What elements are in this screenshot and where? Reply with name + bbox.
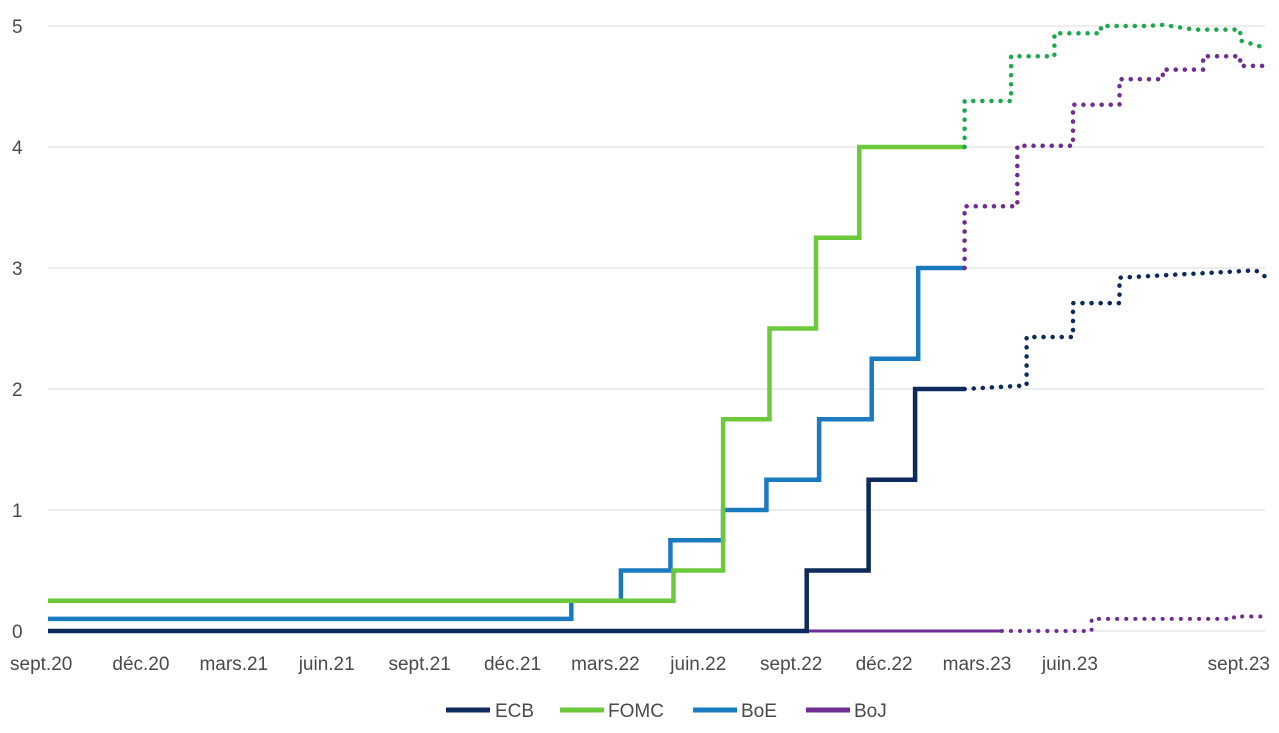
series-ecb-line xyxy=(48,386,965,634)
legend-label-boj: BoJ xyxy=(854,701,887,722)
x-tick-label-1: déc.20 xyxy=(112,654,169,675)
x-tick-label-8: sept.22 xyxy=(760,654,822,675)
x-tick-label-2: mars.21 xyxy=(199,654,268,675)
y-tick-label-3: 3 xyxy=(12,259,23,280)
y-tick-label-0: 0 xyxy=(12,622,23,643)
x-tick-label-6: mars.22 xyxy=(571,654,640,675)
y-tick-label-5: 5 xyxy=(12,17,23,38)
series-boj-forecast-line xyxy=(962,54,1268,271)
x-tick-label-4: sept.21 xyxy=(388,654,450,675)
x-tick-label-3: juin.21 xyxy=(298,654,355,675)
x-tick-label-12: sept.23 xyxy=(1208,654,1270,675)
x-tick-label-10: mars.23 xyxy=(943,654,1012,675)
legend-label-fomc: FOMC xyxy=(608,701,664,722)
y-tick-label-4: 4 xyxy=(12,138,23,159)
y-tick-label-1: 1 xyxy=(12,501,23,522)
x-tick-label-7: juin.22 xyxy=(669,654,726,675)
series-boj-forecast-low-line xyxy=(999,614,1267,633)
x-tick-label-0: sept.20 xyxy=(10,654,72,675)
x-tick-label-9: déc.22 xyxy=(856,654,913,675)
series-ecb-forecast-line xyxy=(962,268,1268,392)
series-boe-line xyxy=(48,265,965,622)
x-tick-label-5: déc.21 xyxy=(484,654,541,675)
series-fomc-forecast-line xyxy=(962,22,1268,150)
legend-label-boe: BoE xyxy=(741,701,777,722)
legend-label-ecb: ECB xyxy=(495,701,534,722)
y-tick-label-2: 2 xyxy=(12,380,23,401)
series-fomc-line xyxy=(48,144,965,604)
x-tick-label-11: juin.23 xyxy=(1041,654,1098,675)
